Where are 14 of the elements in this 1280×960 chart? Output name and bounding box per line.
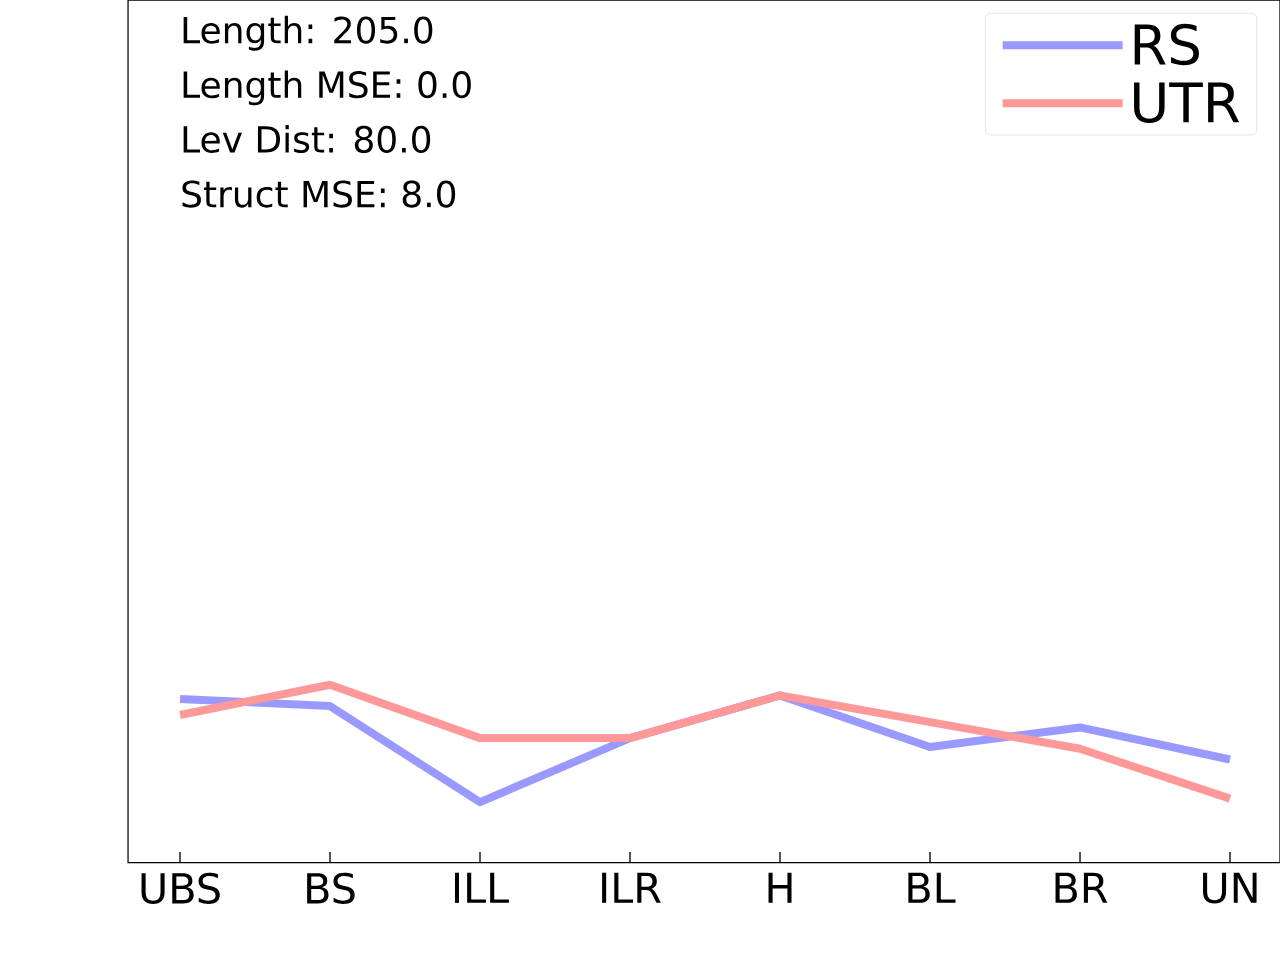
text: Length MSE: 0.0 bbox=[183, 70, 471, 106]
x-tick-label: H bbox=[768, 872, 792, 903]
text: Length: 205.0 bbox=[183, 15, 433, 51]
x-tick-label: UN bbox=[1203, 872, 1257, 904]
x-tick-label: BR bbox=[1055, 872, 1108, 903]
x-tick-label: BS bbox=[307, 872, 355, 904]
legend-label: RS bbox=[1134, 23, 1199, 66]
x-tick-label: ILR bbox=[602, 872, 661, 903]
text: Lev Dist: 80.0 bbox=[183, 125, 431, 153]
legend-label: UTR bbox=[1134, 82, 1240, 124]
text: Struct MSE: 8.0 bbox=[182, 180, 456, 208]
x-tick-label: UBS bbox=[141, 872, 220, 904]
x-tick-label: ILL bbox=[454, 872, 509, 903]
x-tick-label: BL bbox=[908, 872, 956, 903]
